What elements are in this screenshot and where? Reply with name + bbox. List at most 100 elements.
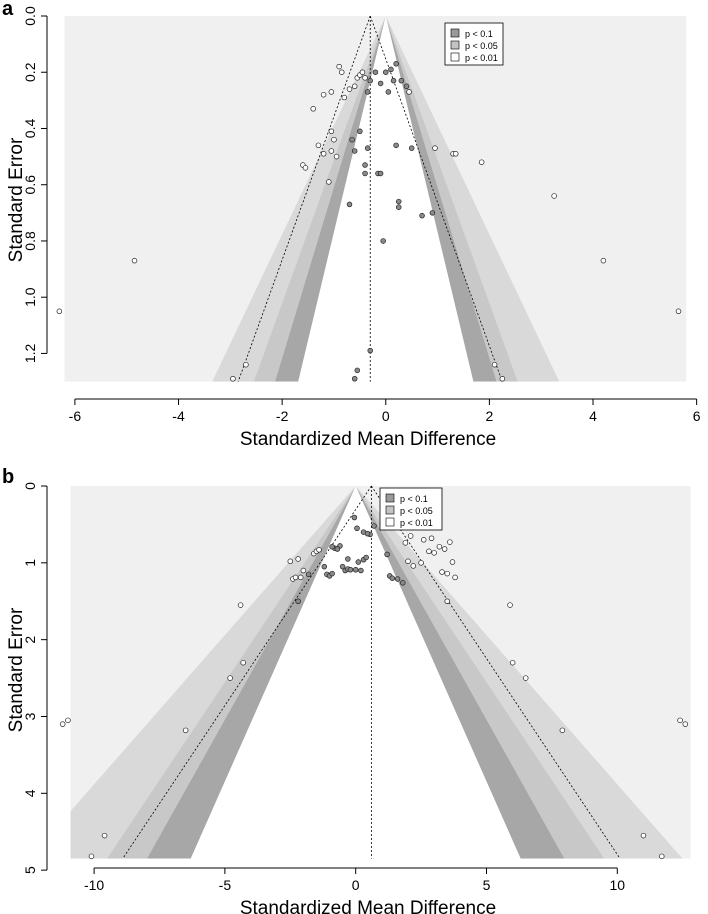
data-point [395,198,402,205]
y-tick-label: 1.2 [22,344,38,364]
data-point [243,361,249,368]
data-point [682,721,689,727]
data-point [385,89,392,95]
data-point [364,145,371,151]
data-point [436,543,443,550]
data-point [331,136,337,143]
data-point [441,546,448,552]
data-point [230,376,236,382]
data-point [334,546,341,552]
data-point [408,145,415,151]
data-point [384,551,390,558]
x-tick-label: -6 [69,408,82,424]
legend-label: p < 0.05 [400,506,433,516]
data-point [315,142,322,149]
data-point [400,580,406,586]
legend-label: p < 0.01 [400,518,433,528]
data-point [354,525,360,532]
data-point [367,347,373,354]
data-point [394,576,401,582]
data-point [675,308,682,315]
data-point [287,558,294,565]
x-axis-label: Standardized Mean Difference [240,429,496,450]
data-point [444,598,450,604]
data-point [362,170,368,177]
data-point [338,69,345,75]
data-point [364,89,371,95]
y-tick-label: 0.4 [22,119,38,139]
x-tick-label: 4 [589,408,597,424]
y-tick-label: 5 [22,866,38,874]
data-point [398,77,405,84]
data-point [56,308,63,315]
contour-group [70,486,683,859]
x-tick-label: 0 [352,877,360,893]
data-point [393,61,399,67]
data-point [389,575,396,581]
contour-inner-region [298,16,474,382]
x-tick-label: -5 [219,877,232,893]
data-point [345,556,351,562]
y-tick-label: 0.0 [22,6,38,26]
data-point [328,128,335,135]
data-point [362,75,368,81]
data-point [428,535,435,541]
legend-label: p < 0.01 [465,53,498,63]
panel-label-a: a [2,0,14,20]
data-point [310,106,316,112]
data-point [341,94,348,101]
data-point [377,170,384,177]
funnel-line-right [369,15,503,382]
data-point [426,548,432,555]
funnel-line-right [371,485,621,859]
legend-label: p < 0.1 [465,29,493,39]
data-point [600,257,607,264]
contour-inner-region [190,486,521,859]
data-point [358,567,364,574]
data-point [351,148,358,154]
contour-p001-right [355,486,683,859]
y-tick-label: 2 [22,636,38,644]
data-point [432,145,438,151]
legend-swatch [450,52,460,62]
x-tick-label: 5 [483,877,491,893]
data-point [447,539,453,545]
data-point [352,566,359,573]
data-point [371,523,377,529]
contour-p005-right [385,16,518,382]
data-point [182,727,189,734]
data-point [439,569,445,575]
x-tick-label: 6 [693,408,701,424]
data-point [363,554,369,561]
y-axis-label: Standard Error [6,607,27,732]
x-tick-label: 0 [382,408,390,424]
data-point [418,560,424,566]
data-point [302,165,309,171]
data-point [388,66,394,73]
contour-p01-right [385,16,497,382]
data-point [328,89,335,95]
data-point [355,559,362,565]
data-point [339,563,346,570]
data-point [349,136,355,143]
data-point [237,602,244,608]
legend-swatch [385,517,395,527]
data-point [359,69,366,75]
y-axis-label: Standard Error [6,137,27,262]
x-tick-label: 10 [609,877,625,893]
legend-swatch [385,493,395,503]
data-point [346,86,353,92]
data-point [326,179,332,185]
y-tick-label: 0.6 [22,175,38,195]
data-point [320,151,327,157]
y-tick-label: 0.8 [22,231,38,251]
x-tick-label: -10 [84,877,104,893]
contour-p001-right [385,16,560,382]
funnel-line-left [237,15,371,382]
contour-group [212,16,560,382]
data-point [377,80,384,87]
data-point [491,361,498,368]
data-point [478,159,485,165]
data-point [431,550,437,556]
